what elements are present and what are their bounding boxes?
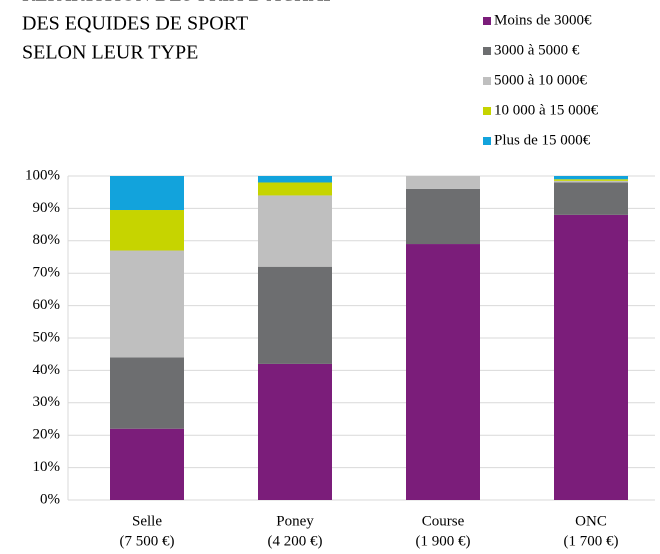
- y-tick-label: 70%: [33, 265, 61, 281]
- y-tick-label: 60%: [33, 297, 61, 313]
- bar-segment: [258, 363, 332, 500]
- bar-segment: [406, 176, 480, 189]
- bar-segment: [110, 428, 184, 500]
- bar-segment: [258, 182, 332, 196]
- legend-label: 10 000 à 15 000€: [494, 102, 599, 118]
- y-tick-label: 80%: [33, 232, 61, 248]
- y-tick-label: 50%: [33, 329, 61, 345]
- y-tick-label: 10%: [33, 459, 61, 475]
- legend-swatch: [483, 107, 491, 115]
- y-tick-label: 100%: [25, 167, 60, 183]
- y-tick-label: 40%: [33, 362, 61, 378]
- bar-segment: [406, 244, 480, 500]
- bar-segment: [554, 176, 628, 180]
- legend-swatch: [483, 47, 491, 55]
- bar-segment: [258, 176, 332, 183]
- bar-segment: [554, 182, 628, 215]
- bar-segment: [110, 357, 184, 429]
- y-tick-label: 20%: [33, 427, 61, 443]
- x-tick-sublabel: (7 500 €): [120, 533, 175, 549]
- y-tick-label: 90%: [33, 200, 61, 216]
- bar-segment: [258, 195, 332, 267]
- y-tick-label: 30%: [33, 394, 61, 410]
- legend-swatch: [483, 17, 491, 25]
- x-tick-sublabel: (4 200 €): [268, 533, 323, 549]
- y-tick-label: 0%: [40, 491, 60, 507]
- chart-title: REPARTITION DES PRIX D'ACHAT: [22, 0, 333, 6]
- legend-label: 5000 à 10 000€: [494, 72, 587, 88]
- chart-title: DES EQUIDES DE SPORT: [22, 13, 248, 35]
- x-tick-label: Poney: [276, 513, 314, 529]
- bar-segment: [258, 266, 332, 364]
- legend-label: Plus de 15 000€: [494, 132, 591, 148]
- x-tick-sublabel: (1 900 €): [416, 533, 471, 549]
- bar-segment: [554, 214, 628, 500]
- bar-segment: [554, 179, 628, 181]
- bar-segment: [554, 180, 628, 183]
- bar-segment: [406, 188, 480, 245]
- x-tick-label: Selle: [132, 513, 162, 529]
- legend-swatch: [483, 77, 491, 85]
- chart-title: SELON LEUR TYPE: [22, 42, 198, 64]
- legend-label: 3000 à 5000 €: [494, 42, 580, 58]
- bar-segment: [110, 210, 184, 251]
- x-tick-label: Course: [422, 513, 465, 529]
- bar-segment: [110, 176, 184, 211]
- x-tick-label: ONC: [575, 513, 607, 529]
- legend-label: Moins de 3000€: [494, 12, 592, 28]
- bar-segment: [110, 250, 184, 358]
- x-tick-sublabel: (1 700 €): [564, 533, 619, 549]
- legend-swatch: [483, 137, 491, 145]
